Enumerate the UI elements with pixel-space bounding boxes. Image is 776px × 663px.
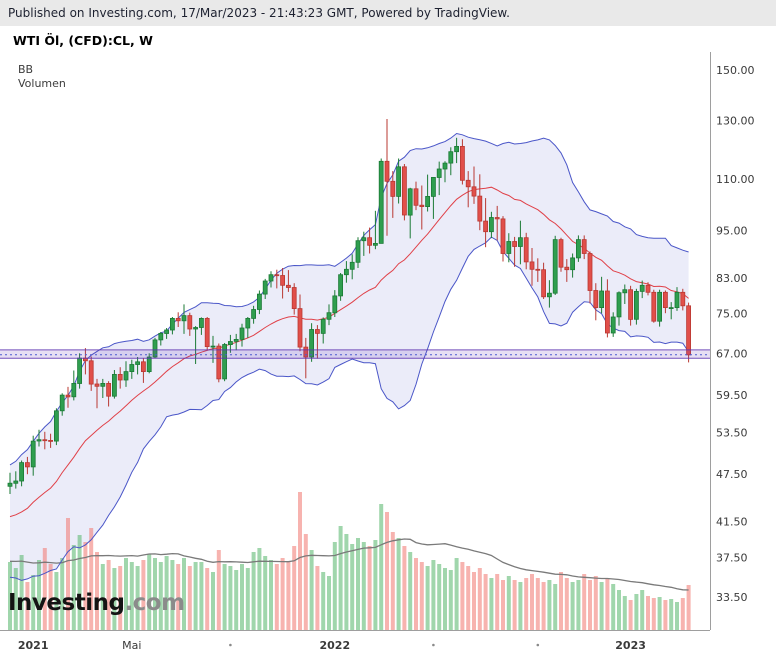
svg-text:67.00: 67.00 bbox=[716, 347, 748, 360]
svg-text:2021: 2021 bbox=[18, 639, 49, 652]
svg-text:53.50: 53.50 bbox=[716, 426, 748, 439]
indicator-legend: BB Volumen bbox=[18, 63, 66, 91]
svg-text:2022: 2022 bbox=[319, 639, 350, 652]
svg-text:37.50: 37.50 bbox=[716, 551, 748, 564]
svg-text:95.00: 95.00 bbox=[716, 225, 748, 238]
svg-text:75.00: 75.00 bbox=[716, 308, 748, 321]
svg-text:59.50: 59.50 bbox=[716, 389, 748, 402]
investing-logo: Investing.com bbox=[8, 590, 185, 616]
legend-item-volume[interactable]: Volumen bbox=[18, 77, 66, 90]
svg-text:2023: 2023 bbox=[615, 639, 646, 652]
svg-text:47.50: 47.50 bbox=[716, 468, 748, 481]
svg-text:130.00: 130.00 bbox=[716, 114, 755, 127]
logo-tld-text: .com bbox=[124, 590, 185, 616]
publish-info-text: Published on Investing.com, 17/Mar/2023 … bbox=[8, 6, 510, 20]
svg-text:83.00: 83.00 bbox=[716, 272, 748, 285]
svg-text:Mai: Mai bbox=[122, 639, 141, 652]
svg-text:41.50: 41.50 bbox=[716, 516, 748, 529]
legend-item-bb[interactable]: BB bbox=[18, 63, 34, 76]
svg-text:110.00: 110.00 bbox=[716, 173, 755, 186]
logo-brand-text: Investing bbox=[8, 590, 125, 616]
svg-text:150.00: 150.00 bbox=[716, 64, 755, 77]
instrument-title: WTI Öl, (CFD):CL, W bbox=[13, 33, 153, 48]
svg-text:33.50: 33.50 bbox=[716, 591, 748, 604]
publish-info-bar: Published on Investing.com, 17/Mar/2023 … bbox=[0, 0, 776, 26]
